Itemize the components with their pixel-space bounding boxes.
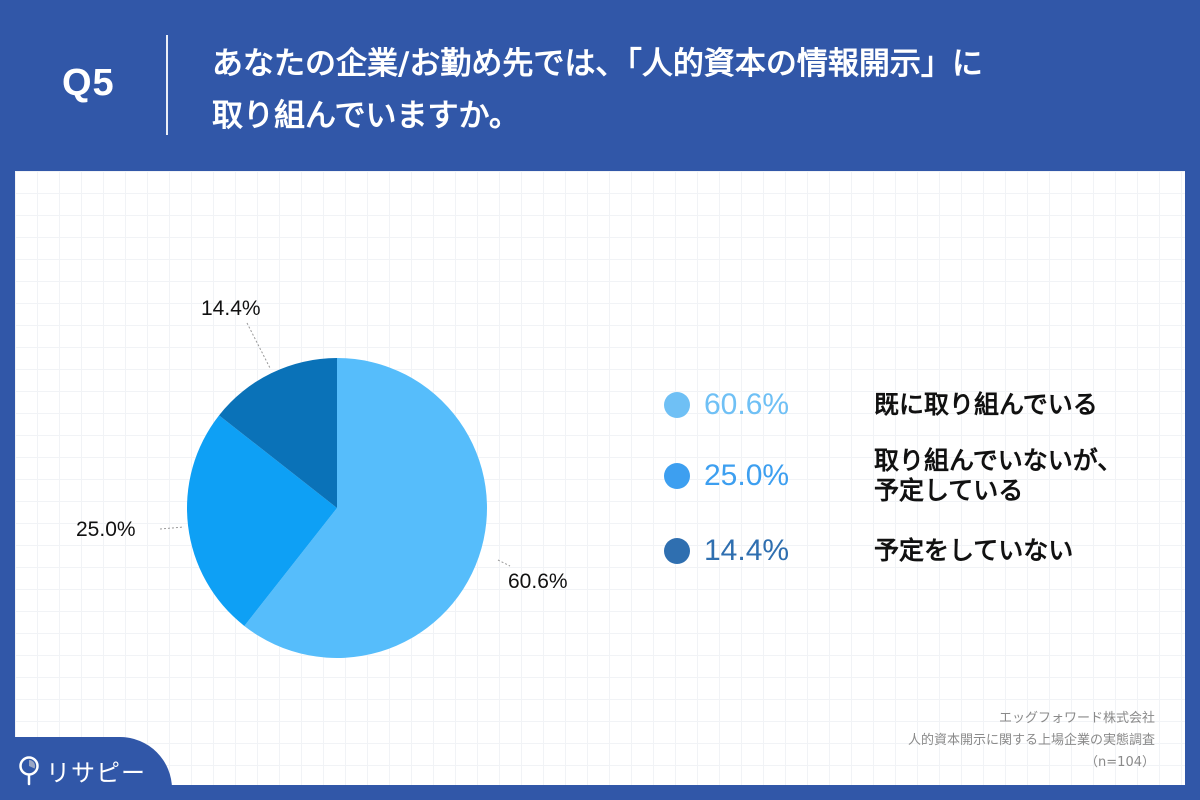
- question-title-line1: あなたの企業/お勤め先では、「人的資本の情報開示」に: [212, 46, 983, 82]
- question-number: Q5: [62, 62, 115, 104]
- question-title-line2: 取り組んでいますか。: [212, 98, 520, 134]
- leader-line-none: [246, 322, 271, 369]
- source-company: エッグフォワード株式会社: [998, 711, 1155, 726]
- legend-dot-none: [664, 538, 690, 564]
- slice-label-done: 60.6%: [508, 570, 568, 593]
- legend-item-none: 14.4% 予定をしていない: [664, 534, 1073, 568]
- leader-line-planned: [159, 526, 185, 530]
- legend-item-done: 60.6% 既に取り組んでいる: [664, 388, 1098, 422]
- question-title: あなたの企業/お勤め先では、「人的資本の情報開示」に 取り組んでいますか。: [212, 38, 1172, 142]
- legend-dot-done: [664, 392, 690, 418]
- slice-label-none: 14.4%: [201, 297, 261, 320]
- legend-pct-done: 60.6%: [704, 388, 790, 421]
- header-divider: [166, 35, 168, 135]
- legend-item-planned: 25.0% 取り組んでいないが、 予定している: [664, 446, 1122, 506]
- legend-text-none: 予定をしていない: [874, 536, 1074, 565]
- logo: リサピー: [18, 753, 146, 788]
- legend-text-planned: 取り組んでいないが、 予定している: [874, 446, 1122, 506]
- legend-dot-planned: [664, 463, 690, 489]
- slice-label-planned: 25.0%: [76, 518, 136, 541]
- source-note: エッグフォワード株式会社 人的資本開示に関する上場企業の実態調査 （n=104）: [908, 708, 1155, 774]
- header: Q5 あなたの企業/お勤め先では、「人的資本の情報開示」に 取り組んでいますか。: [0, 0, 1200, 171]
- pie-slice-done: [244, 358, 488, 658]
- legend-text-planned-line1: 取り組んでいないが、: [874, 446, 1123, 475]
- source-survey: 人的資本開示に関する上場企業の実態調査: [907, 733, 1155, 748]
- legend-text-planned-line2: 予定している: [874, 476, 1024, 505]
- legend-text-done: 既に取り組んでいる: [874, 390, 1098, 419]
- map-pin-pie-icon: [19, 755, 39, 785]
- source-sample: （n=104）: [1085, 755, 1155, 770]
- logo-text: リサピー: [46, 759, 146, 787]
- legend-pct-planned: 25.0%: [704, 459, 790, 492]
- pie-slice-planned: [187, 415, 337, 626]
- leader-line-done: [497, 559, 511, 567]
- logo-tab: [0, 737, 172, 800]
- pie-slice-none: [219, 358, 337, 508]
- legend-pct-none: 14.4%: [704, 534, 790, 567]
